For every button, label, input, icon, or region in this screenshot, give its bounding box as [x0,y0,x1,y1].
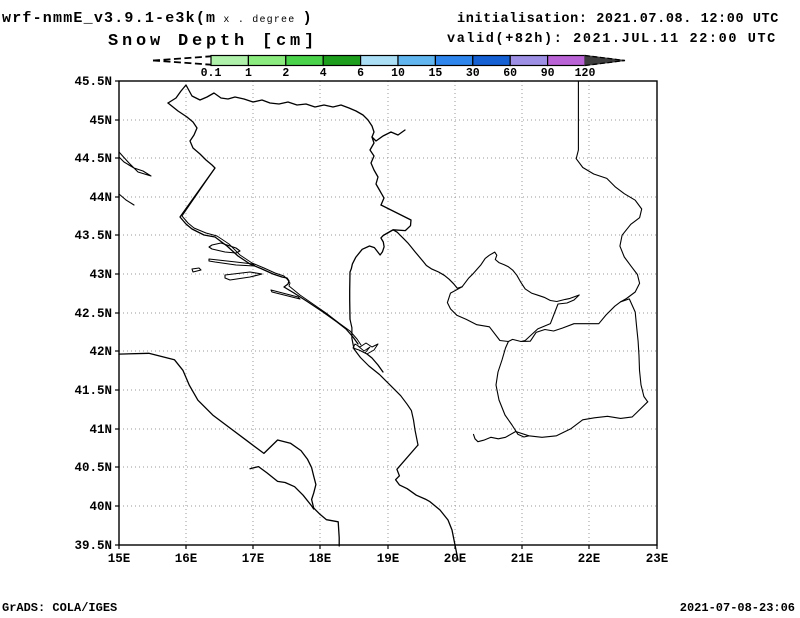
svg-text:43N: 43N [89,268,112,282]
svg-text:40.5N: 40.5N [74,461,112,475]
svg-text:20E: 20E [444,552,467,566]
svg-text:initialisation: 2021.07.08. 1: initialisation: 2021.07.08. 12:00 UTC [457,12,779,27]
svg-text:60: 60 [503,67,517,80]
svg-text:17E: 17E [242,552,265,566]
svg-text:16E: 16E [175,552,198,566]
svg-text:43.5N: 43.5N [74,229,112,243]
svg-text:90: 90 [541,67,555,80]
svg-text:23E: 23E [646,552,669,566]
svg-text:42.5N: 42.5N [74,307,112,321]
svg-text:0.1: 0.1 [201,67,222,80]
svg-text:6: 6 [357,67,364,80]
svg-text:wrf-nmmE_v3.9.1-e3k(m x . degr: wrf-nmmE_v3.9.1-e3k(m x . degree ) [2,10,313,27]
svg-text:42N: 42N [89,345,112,359]
svg-text:41.5N: 41.5N [74,384,112,398]
svg-text:41N: 41N [89,423,112,437]
svg-text:2: 2 [282,67,289,80]
svg-text:1: 1 [245,67,252,80]
svg-text:4: 4 [320,67,327,80]
svg-text:GrADS: COLA/IGES: GrADS: COLA/IGES [2,601,117,615]
svg-text:15: 15 [428,67,442,80]
svg-text:120: 120 [575,67,596,80]
svg-text:15E: 15E [108,552,131,566]
svg-text:44N: 44N [89,191,112,205]
svg-text:Snow Depth [cm]: Snow Depth [cm] [108,32,318,51]
svg-text:45N: 45N [89,114,112,128]
svg-text:2021-07-08-23:06: 2021-07-08-23:06 [680,601,795,615]
svg-text:10: 10 [391,67,405,80]
svg-text:30: 30 [466,67,480,80]
svg-text:44.5N: 44.5N [74,152,112,166]
svg-text:22E: 22E [578,552,601,566]
svg-text:18E: 18E [309,552,332,566]
svg-text:valid(+82h): 2021.JUL.11 22:00: valid(+82h): 2021.JUL.11 22:00 UTC [447,32,777,47]
svg-text:21E: 21E [511,552,534,566]
svg-text:45.5N: 45.5N [74,75,112,89]
svg-text:19E: 19E [377,552,400,566]
svg-text:39.5N: 39.5N [74,539,112,553]
svg-text:40N: 40N [89,500,112,514]
